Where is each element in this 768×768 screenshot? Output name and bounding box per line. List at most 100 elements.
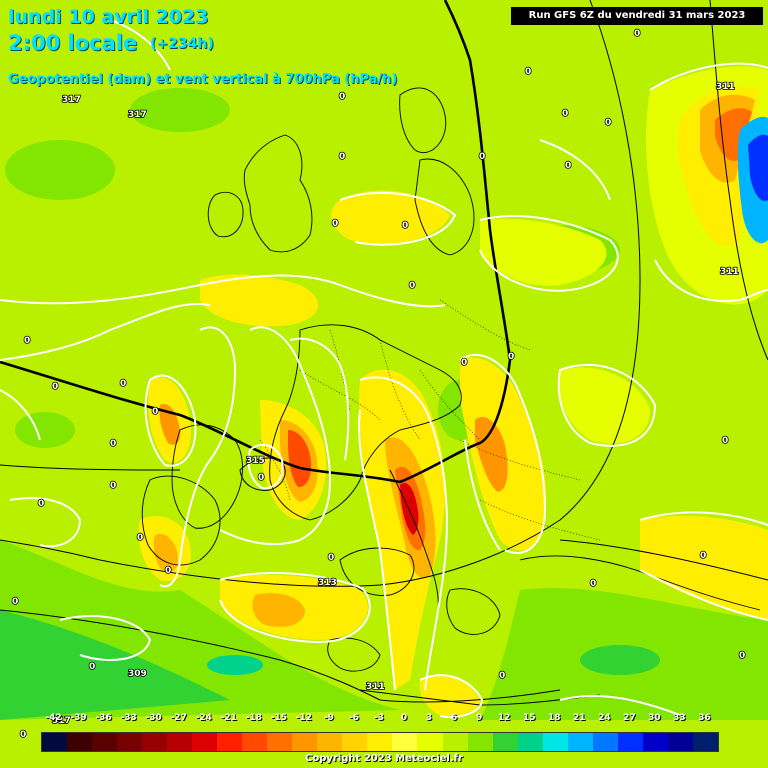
- legend-tick-label: 6: [450, 713, 458, 723]
- trough-line: [0, 0, 512, 484]
- geopotential-labels: 317 317 311 311 315 313 309 311 317: [51, 81, 739, 727]
- vertical-wind-label: 0: [525, 67, 531, 77]
- legend-swatch: [617, 733, 643, 751]
- legend-tick-label: -6: [348, 713, 359, 723]
- descent-areas: [0, 88, 768, 720]
- vertical-wind-label: 0: [722, 436, 728, 446]
- legend-tick-label: 3: [425, 713, 433, 723]
- legend-tick-label: 9: [476, 713, 483, 723]
- legend-swatch: [392, 733, 418, 751]
- vertical-wind-label: 0: [152, 407, 158, 417]
- legend-swatch: [517, 733, 543, 751]
- vertical-wind-label: 0: [328, 553, 334, 563]
- legend-tick-label: -30: [145, 713, 162, 723]
- vertical-wind-label: 0: [24, 336, 30, 346]
- vertical-wind-label: 0: [110, 439, 116, 449]
- vertical-wind-label: 0: [479, 152, 485, 162]
- legend-swatch: [667, 733, 693, 751]
- legend-tick-label: -12: [295, 713, 313, 723]
- legend-tick-label: 18: [547, 713, 561, 723]
- legend-ticks: -42 -39 -36 -33 -30 -27 -24 -21 -18 -15 -12 -9 -6 -3 0…: [41, 713, 717, 727]
- vertical-wind-label: 0: [110, 481, 116, 491]
- vertical-wind-label: 0: [605, 118, 611, 128]
- copyright: Copyright 2023 Meteociel.fr: [305, 753, 463, 764]
- geopotential-label: 311: [720, 267, 739, 277]
- legend-swatch: [692, 733, 718, 751]
- legend-tick-label: 21: [573, 713, 586, 723]
- legend-swatch: [642, 733, 668, 751]
- legend-swatch: [67, 733, 93, 751]
- color-legend: [41, 732, 719, 752]
- vertical-wind-label: 0: [634, 29, 640, 39]
- vertical-wind-label: 0: [137, 533, 143, 543]
- legend-swatch: [267, 733, 293, 751]
- geopotential-label: 317: [62, 95, 81, 105]
- vertical-wind-label: 0: [590, 579, 596, 589]
- vertical-wind-label: 0: [38, 499, 44, 509]
- legend-tick-label: -18: [245, 713, 262, 723]
- forecast-date: lundi 10 avril 2023: [8, 6, 209, 28]
- legend-swatch: [92, 733, 118, 751]
- legend-tick-label: 33: [673, 713, 686, 723]
- legend-tick-label: 30: [648, 713, 661, 723]
- legend-tick-label: -42: [45, 713, 62, 723]
- legend-swatch: [192, 733, 218, 751]
- legend-tick-label: -15: [270, 713, 287, 723]
- vertical-wind-label: 0: [165, 566, 171, 576]
- geopotential-label: 315: [246, 456, 265, 466]
- legend-tick-label: 15: [522, 713, 536, 723]
- forecast-time: 2:00 locale: [8, 31, 138, 55]
- vertical-wind-contours: [0, 19, 768, 718]
- legend-tick-label: -21: [220, 713, 237, 723]
- legend-tick-label: -9: [323, 713, 334, 723]
- vertical-wind-label: 0: [120, 379, 126, 389]
- vertical-wind-label: 0: [565, 161, 571, 171]
- vertical-wind-label: 0: [461, 358, 467, 368]
- geopotential-label: 309: [128, 669, 147, 679]
- geopotential-label: 317: [52, 716, 71, 726]
- vertical-wind-label: 0: [89, 662, 95, 672]
- legend-tick-label: 12: [497, 713, 511, 723]
- legend-swatch: [567, 733, 593, 751]
- legend-swatch: [117, 733, 143, 751]
- legend-swatch: [417, 733, 443, 751]
- legend-swatch: [242, 733, 268, 751]
- vertical-wind-label: 0: [12, 597, 18, 607]
- geopotential-label: 317: [128, 110, 147, 120]
- vertical-wind-label: 0: [508, 352, 514, 362]
- legend-tick-label: 24: [598, 713, 611, 723]
- geopotential-label: 311: [366, 682, 385, 692]
- legend-swatch: [142, 733, 168, 751]
- vertical-wind-label: 0: [700, 551, 706, 561]
- legend-swatch: [467, 733, 493, 751]
- vertical-wind-label: 0: [402, 221, 408, 231]
- vertical-wind-label: 0: [739, 651, 745, 661]
- legend-swatch: [442, 733, 468, 751]
- vertical-wind-labels: 0 0 0 0 0 0 0 0 0 0 0 0 0 0 0 0 0 0 0 0 …: [11, 28, 746, 741]
- field-description: Geopotentiel (dam) et vent vertical à 70…: [8, 72, 398, 87]
- vertical-wind-label: 0: [409, 281, 415, 291]
- legend-tick-label: -33: [120, 713, 137, 723]
- run-info: Run GFS 6Z du vendredi 31 mars 2023: [511, 7, 763, 25]
- vertical-wind-label: 0: [562, 109, 568, 119]
- vertical-wind-label: 0: [20, 730, 26, 740]
- ascent-areas: [138, 66, 768, 716]
- legend-swatch: [317, 733, 343, 751]
- legend-tick-label: -36: [95, 713, 112, 723]
- legend-swatch: [217, 733, 243, 751]
- vertical-wind-label: 0: [339, 92, 345, 102]
- legend-tick-label: 36: [698, 713, 711, 723]
- geopotential-label: 311: [716, 82, 735, 92]
- legend-swatch: [342, 733, 368, 751]
- legend-tick-label: -24: [195, 713, 212, 723]
- legend-swatch: [592, 733, 618, 751]
- forecast-step: (+234h): [150, 36, 214, 52]
- geopotential-label: 313: [318, 578, 337, 588]
- vertical-wind-label: 0: [258, 473, 264, 483]
- legend-tick-label: -3: [374, 713, 384, 723]
- legend-tick-label: -39: [70, 713, 87, 723]
- legend-tick-label: 0: [400, 713, 408, 723]
- vertical-wind-label: 0: [52, 382, 58, 392]
- geopotential-contours: [0, 0, 768, 703]
